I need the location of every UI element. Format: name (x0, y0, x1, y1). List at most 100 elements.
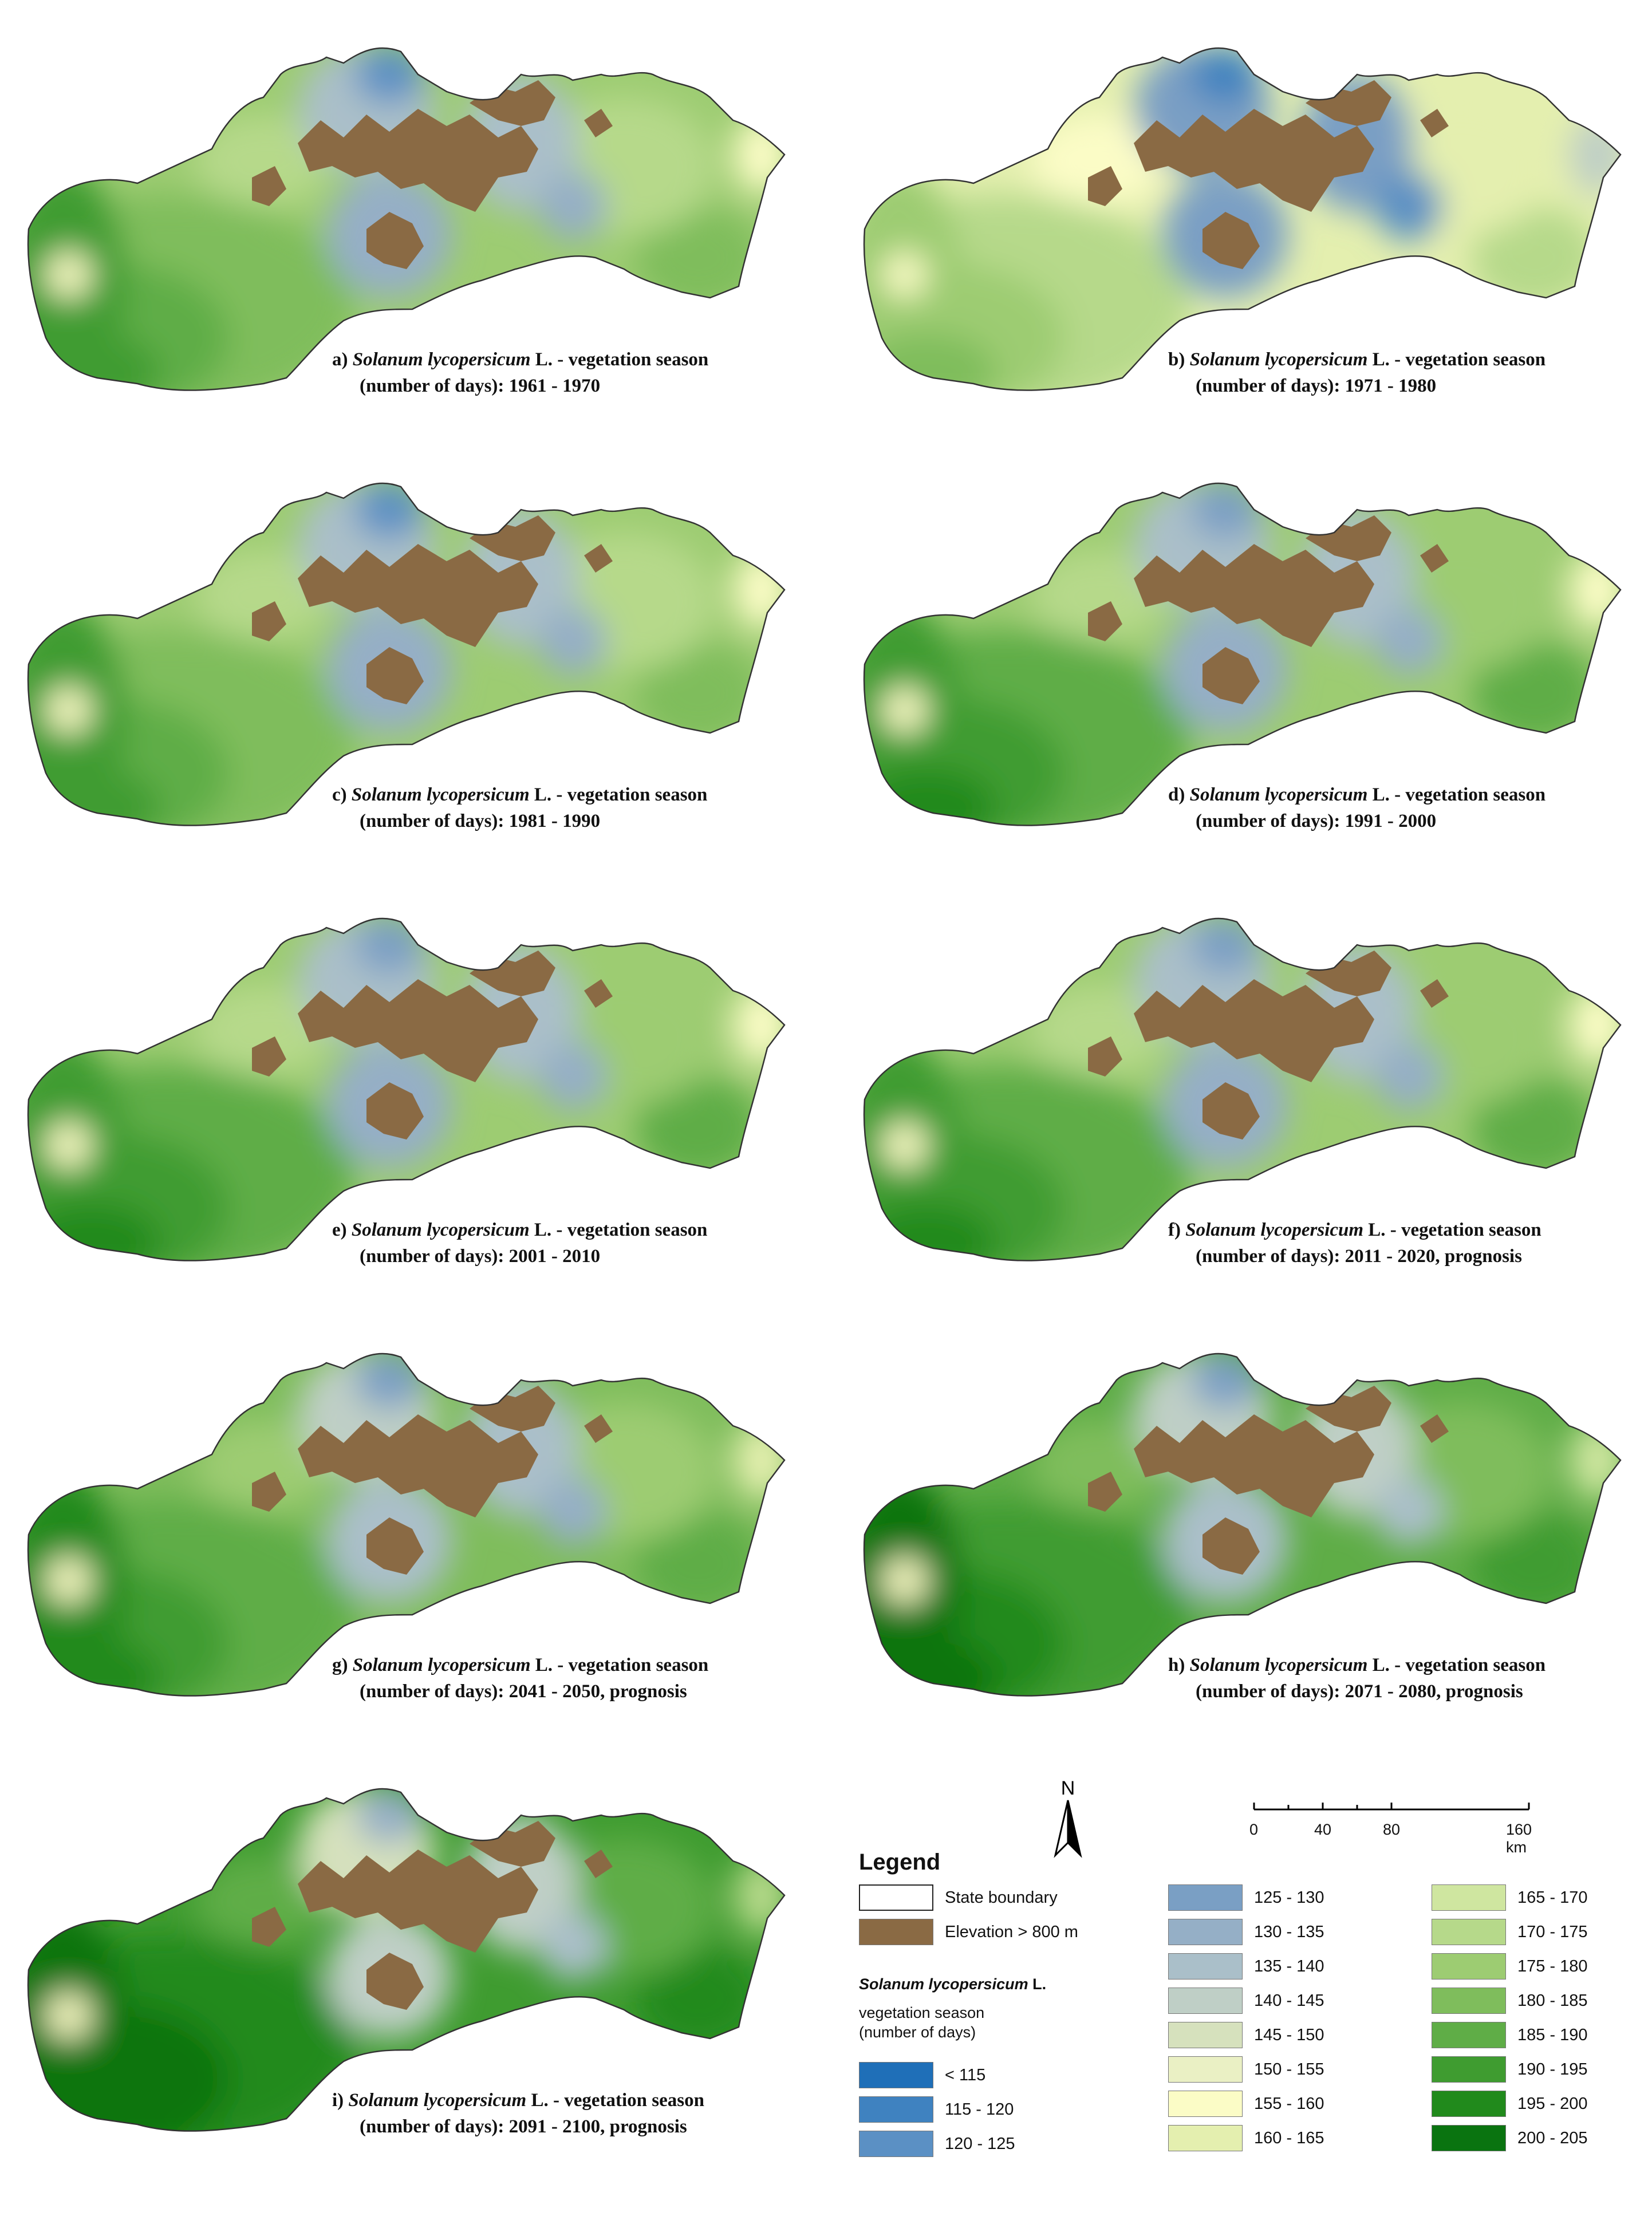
map-slovakia-g (27, 1353, 786, 1697)
legend: Legend State boundary Elevation > 800 m … (859, 1850, 1603, 2170)
panel-caption-f: f) Solanum lycopersicum L. - vegetation … (1168, 1217, 1541, 1269)
legend-class-row: 170 - 175 (1432, 1918, 1588, 1946)
legend-class-swatch (1168, 2125, 1243, 2151)
legend-class-label: 165 - 170 (1517, 1888, 1588, 1907)
caption-period: (number of days): 1961 - 1970 (360, 376, 601, 396)
scale-label-40: 40 (1314, 1821, 1332, 1838)
legend-class-row: 200 - 205 (1432, 2124, 1588, 2152)
legend-class-label: 115 - 120 (945, 2100, 1014, 2119)
caption-suffix: L. - vegetation season (534, 1220, 708, 1240)
map-slovakia-d (863, 482, 1622, 826)
legend-class-label: 140 - 145 (1254, 1991, 1324, 2010)
legend-class-row: 195 - 200 (1432, 2090, 1588, 2118)
legend-class-label: < 115 (945, 2065, 986, 2084)
legend-class-label: 155 - 160 (1254, 2094, 1324, 2113)
panel-caption-i: i) Solanum lycopersicum L. - vegetation … (332, 2087, 704, 2140)
scale-label-0: 0 (1249, 1821, 1259, 1838)
legend-class-row: 155 - 160 (1168, 2090, 1324, 2118)
legend-species-title: Solanum lycopersicum L. (859, 1976, 1046, 1993)
legend-class-swatch (1168, 2056, 1243, 2083)
caption-period: (number of days): 1981 - 1990 (360, 811, 601, 831)
map-slovakia-c (27, 482, 786, 826)
caption-suffix: L. - vegetation season (1372, 349, 1546, 370)
map-panel-b: b) Solanum lycopersicum L. - vegetation … (859, 40, 1652, 475)
legend-class-swatch (1168, 2091, 1243, 2117)
legend-class-swatch (859, 2131, 933, 2157)
legend-class-label: 130 - 135 (1254, 1922, 1324, 1941)
map-slovakia-e (27, 917, 786, 1261)
legend-class-swatch (1432, 1953, 1506, 1980)
panel-caption-e: e) Solanum lycopersicum L. - vegetation … (332, 1217, 707, 1269)
legend-class-swatch (1168, 2022, 1243, 2048)
legend-class-label: 190 - 195 (1517, 2060, 1588, 2079)
legend-class-label: 180 - 185 (1517, 1991, 1588, 2010)
map-panel-e: e) Solanum lycopersicum L. - vegetation … (23, 910, 836, 1346)
caption-period: (number of days): 2091 - 2100, prognosis (360, 2116, 687, 2137)
legend-class-row: 115 - 120 (859, 2096, 1014, 2123)
elevation-label: Elevation > 800 m (945, 1922, 1078, 1941)
caption-species: Solanum lycopersicum (352, 1655, 531, 1675)
elevation-swatch (859, 1919, 933, 1945)
map-slovakia-i (27, 1788, 786, 2132)
legend-class-swatch (1168, 1988, 1243, 2014)
caption-species: Solanum lycopersicum (1189, 349, 1368, 370)
scale-label-160: 160 km (1506, 1821, 1532, 1856)
legend-class-row: 160 - 165 (1168, 2124, 1324, 2152)
panel-caption-c: c) Solanum lycopersicum L. - vegetation … (332, 782, 707, 834)
caption-suffix: L. - vegetation season (1372, 1655, 1546, 1675)
caption-prefix: f) (1168, 1220, 1181, 1240)
caption-species: Solanum lycopersicum (351, 784, 530, 805)
state-boundary-label: State boundary (945, 1888, 1058, 1907)
panel-caption-h: h) Solanum lycopersicum L. - vegetation … (1168, 1652, 1545, 1705)
map-panel-a: a) Solanum lycopersicum L. - vegetation … (23, 40, 836, 475)
caption-prefix: d) (1168, 784, 1185, 805)
caption-suffix: L. - vegetation season (535, 1655, 709, 1675)
map-panel-h: h) Solanum lycopersicum L. - vegetation … (859, 1346, 1652, 1781)
caption-period: (number of days): 2011 - 2020, prognosis (1196, 1246, 1522, 1267)
panel-caption-a: a) Solanum lycopersicum L. - vegetation … (332, 346, 708, 399)
legend-class-swatch (1432, 2125, 1506, 2151)
elevation-areas (1088, 1363, 1449, 1575)
caption-prefix: a) (332, 349, 348, 370)
legend-class-row: 125 - 130 (1168, 1884, 1324, 1911)
caption-prefix: g) (332, 1655, 348, 1675)
caption-period: (number of days): 2071 - 2080, prognosis (1196, 1681, 1523, 1702)
scale-label-80: 80 (1383, 1821, 1401, 1838)
map-slovakia-f (863, 917, 1622, 1261)
caption-suffix: L. - vegetation season (534, 784, 708, 805)
legend-elevation: Elevation > 800 m (859, 1918, 1078, 1946)
caption-prefix: e) (332, 1220, 347, 1240)
legend-class-row: 185 - 190 (1432, 2021, 1588, 2049)
panel-caption-g: g) Solanum lycopersicum L. - vegetation … (332, 1652, 708, 1705)
legend-class-swatch (1432, 1988, 1506, 2014)
legend-class-row: 165 - 170 (1432, 1884, 1588, 1911)
caption-prefix: b) (1168, 349, 1185, 370)
legend-class-label: 185 - 190 (1517, 2025, 1588, 2044)
legend-species-name: Solanum lycopersicum (859, 1976, 1028, 1993)
caption-suffix: L. - vegetation season (1368, 1220, 1541, 1240)
legend-class-row: 175 - 180 (1432, 1953, 1588, 1980)
legend-class-row: 120 - 125 (859, 2130, 1015, 2158)
legend-class-swatch (859, 2062, 933, 2088)
map-panel-i: i) Solanum lycopersicum L. - vegetation … (23, 1781, 836, 2216)
map-panel-d: d) Solanum lycopersicum L. - vegetation … (859, 475, 1652, 910)
legend-class-swatch (1432, 2056, 1506, 2083)
legend-class-row: 150 - 155 (1168, 2056, 1324, 2083)
legend-class-label: 170 - 175 (1517, 1922, 1588, 1941)
legend-season-label: vegetation season (number of days) (859, 2004, 985, 2041)
north-arrow-label: N (1061, 1777, 1075, 1799)
north-arrow: N (1045, 1775, 1091, 1861)
legend-class-label: 195 - 200 (1517, 2094, 1588, 2113)
legend-class-row: 145 - 150 (1168, 2021, 1324, 2049)
legend-class-row: 190 - 195 (1432, 2056, 1588, 2083)
map-panel-c: c) Solanum lycopersicum L. - vegetation … (23, 475, 836, 910)
caption-suffix: L. - vegetation season (1372, 784, 1546, 805)
caption-species: Solanum lycopersicum (1189, 784, 1368, 805)
legend-class-row: < 115 (859, 2061, 985, 2089)
state-boundary-swatch (859, 1884, 933, 1911)
legend-class-label: 125 - 130 (1254, 1888, 1324, 1907)
legend-title: Legend (859, 1850, 941, 1875)
legend-class-row: 180 - 185 (1432, 1987, 1588, 2014)
map-panel-g: g) Solanum lycopersicum L. - vegetation … (23, 1346, 836, 1781)
panel-caption-b: b) Solanum lycopersicum L. - vegetation … (1168, 346, 1545, 399)
